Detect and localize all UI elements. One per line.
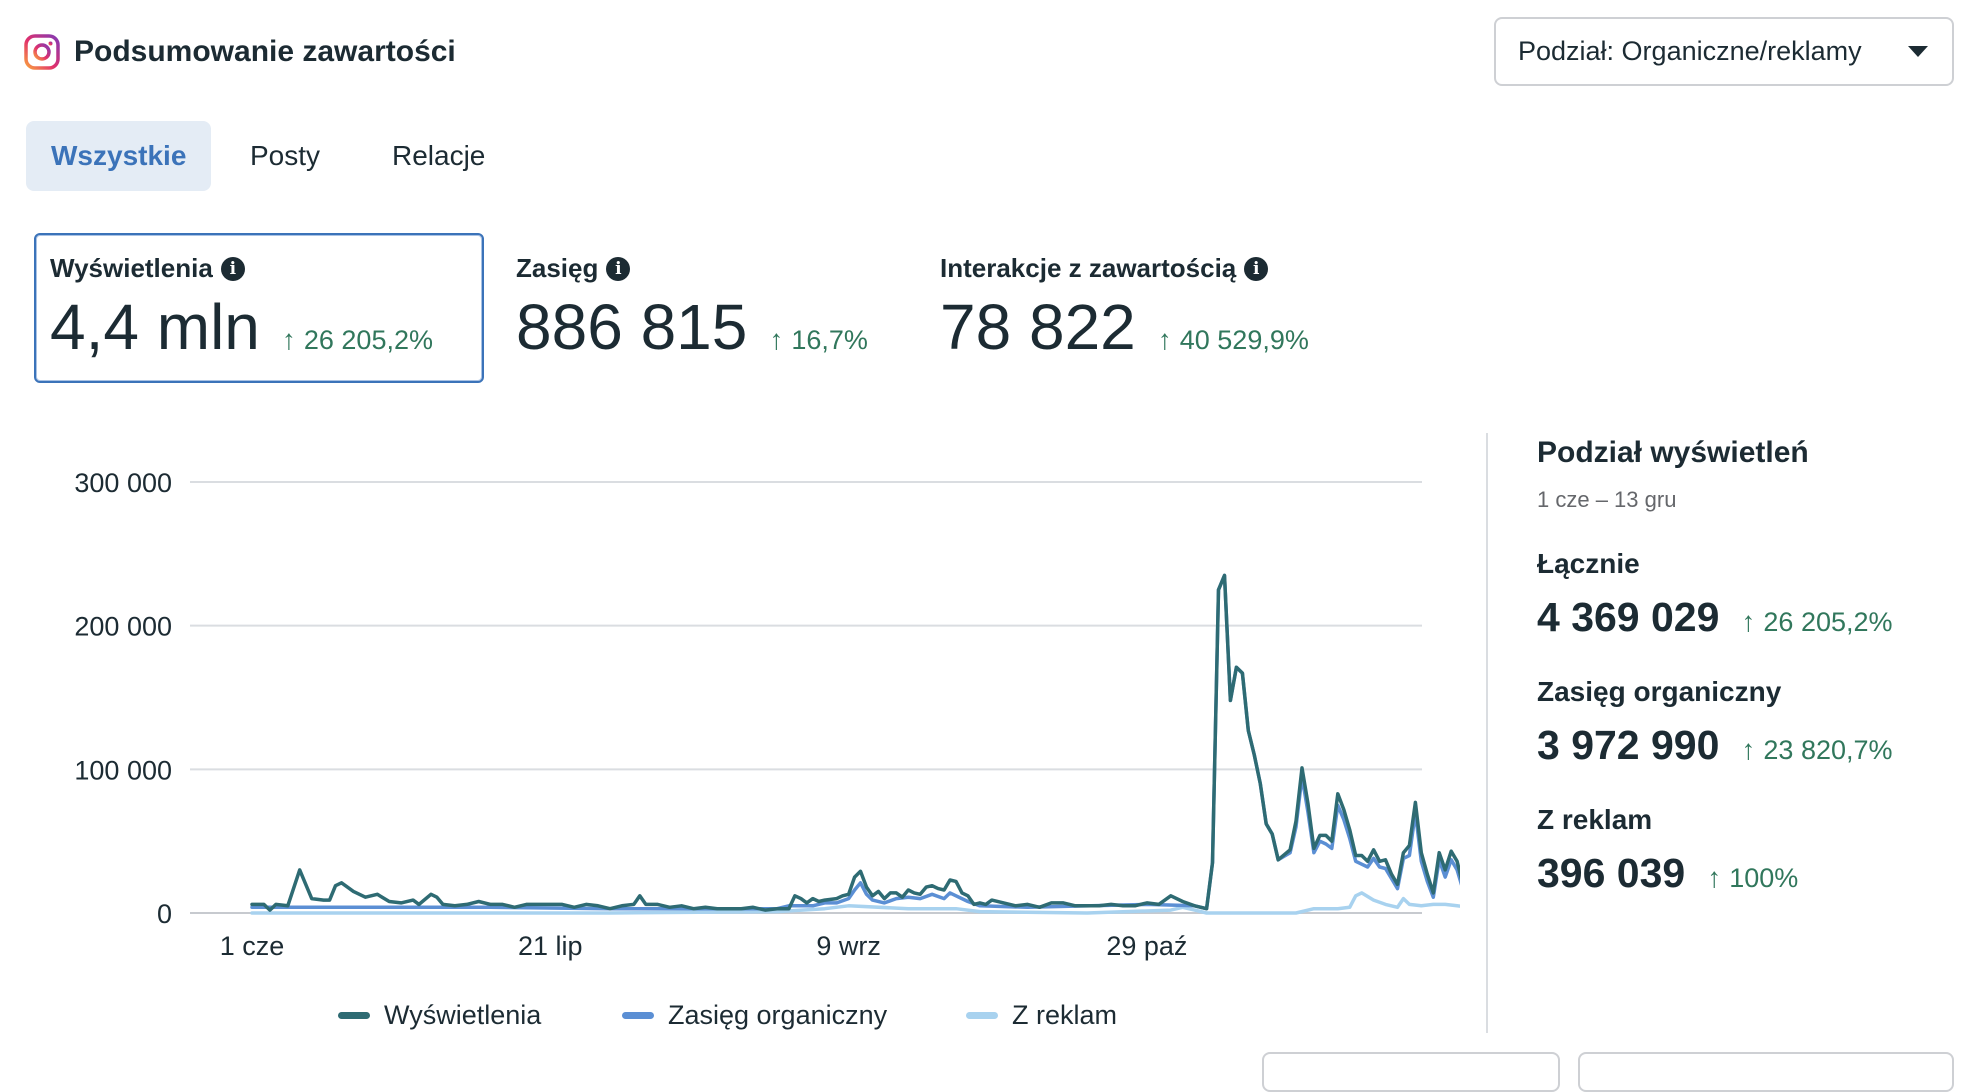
- metric-label: Interakcje z zawartością: [940, 253, 1237, 283]
- arrow-up-icon: ↑: [1157, 324, 1172, 355]
- tab-wszystkie[interactable]: Wszystkie: [26, 121, 212, 191]
- series-line-views[interactable]: [250, 573, 1460, 912]
- breakdown-title: Podział wyświetleń: [1537, 436, 1809, 469]
- arrow-up-icon: ↑: [281, 324, 296, 355]
- metric-delta: 16,7%: [791, 325, 868, 355]
- metric-label: Wyświetlenia: [50, 253, 213, 283]
- legend-label: Z reklam: [1012, 1000, 1118, 1030]
- split-dropdown[interactable]: Podział: Organiczne/reklamy: [1494, 17, 1954, 86]
- metric-delta: 40 529,9%: [1179, 325, 1309, 355]
- metric-value: 886 815: [516, 291, 748, 363]
- series-line-ads[interactable]: [250, 891, 1460, 915]
- metric-card-interactions[interactable]: Interakcje z zawartością i 78 822 ↑ 40 529…: [926, 233, 1426, 383]
- x-tick-label: 1 cze: [220, 931, 285, 961]
- metric-card-views[interactable]: Wyświetlenia i 4,4 mln ↑ 26 205,2%: [34, 233, 484, 383]
- breakdown-label-organic: Zasięg organiczny: [1537, 676, 1782, 707]
- legend-swatch: [966, 1012, 998, 1019]
- y-tick-label: 300 000: [74, 468, 172, 498]
- metric-delta: 26 205,2%: [303, 325, 433, 355]
- x-tick-label: 21 lip: [518, 931, 583, 961]
- page-title: Podsumowanie zawartości: [74, 35, 456, 68]
- metric-label: Zasięg: [516, 253, 599, 283]
- bottom-button-right[interactable]: [1578, 1052, 1954, 1092]
- x-tick-label: 9 wrz: [816, 931, 881, 961]
- panel-divider: [1486, 433, 1488, 1033]
- arrow-up-icon: ↑: [1741, 734, 1756, 765]
- metric-value: 4,4 mln: [50, 291, 260, 363]
- arrow-up-icon: ↑: [769, 324, 784, 355]
- breakdown-row-total: 4 369 029 ↑ 26 205,2%: [1537, 594, 1893, 641]
- tab-posty[interactable]: Posty: [250, 140, 321, 171]
- y-tick-label: 0: [157, 899, 172, 929]
- bottom-button-left[interactable]: [1262, 1052, 1560, 1092]
- legend-item-views[interactable]: Wyświetlenia: [338, 1000, 541, 1031]
- y-tick-label: 100 000: [74, 755, 172, 785]
- tab-relacje[interactable]: Relacje: [392, 140, 486, 171]
- breakdown-label-ads: Z reklam: [1537, 804, 1653, 835]
- info-icon[interactable]: i: [220, 256, 245, 281]
- breakdown-delta: 26 205,2%: [1763, 607, 1893, 637]
- breakdown-label-total: Łącznie: [1537, 548, 1640, 579]
- legend-label: Zasięg organiczny: [668, 1000, 888, 1030]
- legend-item-ads[interactable]: Z reklam: [966, 1000, 1117, 1031]
- breakdown-value: 3 972 990: [1537, 722, 1720, 768]
- breakdown-delta: 100%: [1729, 863, 1799, 893]
- breakdown-row-ads: 396 039 ↑ 100%: [1537, 850, 1798, 897]
- breakdown-date-range: 1 cze – 13 gru: [1537, 487, 1677, 512]
- breakdown-delta: 23 820,7%: [1763, 735, 1893, 765]
- metric-value: 78 822: [940, 291, 1136, 363]
- split-dropdown-label: Podział: Organiczne/reklamy: [1518, 36, 1862, 66]
- caret-down-icon: [1908, 46, 1928, 57]
- arrow-up-icon: ↑: [1741, 606, 1756, 637]
- info-icon[interactable]: i: [606, 256, 631, 281]
- legend-swatch: [338, 1012, 370, 1019]
- legend-label: Wyświetlenia: [384, 1000, 542, 1030]
- metric-card-reach[interactable]: Zasięg i 886 815 ↑ 16,7%: [502, 233, 902, 383]
- instagram-icon: [24, 34, 60, 70]
- breakdown-value: 4 369 029: [1537, 594, 1720, 640]
- info-icon[interactable]: i: [1244, 256, 1269, 281]
- views-line-chart: 300 000 200 000 100 000 0 1 cze 21 lip 9 wrz 29…: [74, 468, 1460, 961]
- legend-item-organic[interactable]: Zasięg organiczny: [622, 1000, 887, 1031]
- x-tick-label: 29 paź: [1106, 931, 1187, 961]
- legend-swatch: [622, 1012, 654, 1019]
- y-tick-label: 200 000: [74, 612, 172, 642]
- breakdown-row-organic: 3 972 990 ↑ 23 820,7%: [1537, 722, 1893, 769]
- arrow-up-icon: ↑: [1707, 862, 1722, 893]
- breakdown-value: 396 039: [1537, 850, 1686, 896]
